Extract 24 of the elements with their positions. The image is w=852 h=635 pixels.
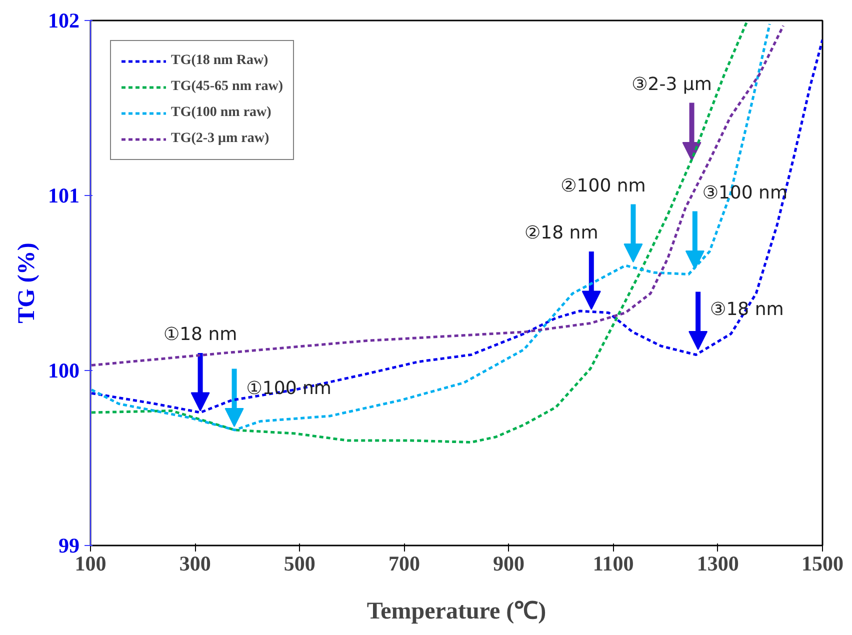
x-tick-label: 700 (388, 552, 420, 576)
annotation: ③2-3 μm (632, 74, 712, 95)
legend-label: TG(100 nm raw) (171, 105, 272, 121)
x-tick-label: 1500 (802, 552, 844, 576)
x-tick-label: 900 (493, 552, 525, 576)
x-tick-label: 500 (284, 552, 316, 576)
y-tick-label: 101 (48, 184, 80, 208)
y-tick-label: 100 (48, 358, 80, 382)
annotation: ③100 nm (702, 182, 788, 204)
annotation: ②18 nm (524, 222, 598, 244)
x-tick-label: 1100 (592, 552, 634, 576)
x-axis-title: Temperature (℃) (366, 598, 546, 624)
annotation: ②100 nm (560, 175, 646, 196)
legend-label: TG(45-65 nm raw) (171, 79, 283, 95)
y-tick-label: 102 (48, 8, 80, 32)
x-tick-label: 300 (179, 552, 211, 576)
legend-label: TG(2-3 μm raw) (171, 131, 270, 147)
annotation: ①18 nm (163, 324, 238, 345)
annotation: ①100 nm (246, 378, 332, 399)
y-axis-title: TG (%) (14, 242, 40, 324)
x-tick-label: 1300 (696, 552, 739, 576)
line-series (90, 24, 785, 366)
annotation: ③18 nm (710, 298, 784, 320)
legend-label: TG(18 nm Raw) (171, 53, 268, 69)
